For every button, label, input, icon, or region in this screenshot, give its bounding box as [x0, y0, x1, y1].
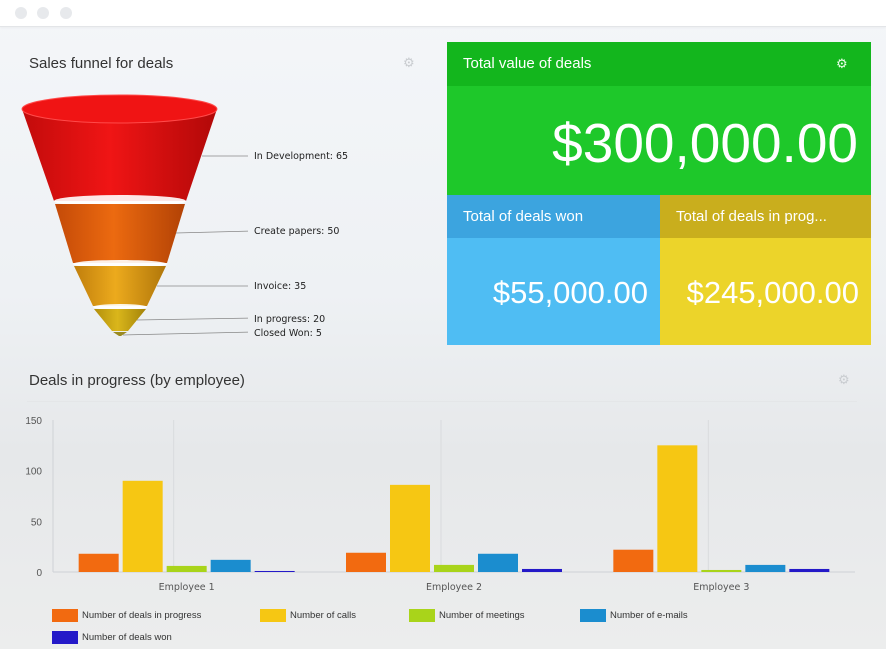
tile-deals-won-amount: $55,000.00: [492, 275, 648, 310]
funnel-title: Sales funnel for deals: [29, 55, 174, 72]
tile-deals-in-progress-amount: $245,000.00: [686, 275, 859, 310]
legend-swatch: [52, 609, 78, 622]
bar-3-2: [657, 445, 698, 572]
x-tick-label: Employee 1: [159, 582, 215, 593]
legend-item[interactable]: Number of e-mails: [580, 609, 688, 622]
tile-total-value-body: [447, 86, 871, 195]
tile-total-value-header: Total value of deals: [447, 42, 871, 86]
bar-2-5: [522, 568, 562, 572]
funnel-label-in-development: In Development: 65: [254, 151, 349, 162]
bar-3-3: [701, 569, 742, 572]
tile-total-value-label: Total value of deals: [463, 55, 592, 72]
section-divider: [27, 401, 857, 402]
bar-3-5: [789, 568, 830, 572]
legend-item[interactable]: Number of meetings: [409, 609, 525, 622]
window-minimize-dot[interactable]: [37, 7, 49, 19]
bar-3-4: [745, 564, 786, 572]
funnel-chart: [21, 94, 248, 336]
bar-1-1: [78, 553, 119, 572]
bar-1-3: [166, 565, 207, 572]
legend-swatch: [409, 609, 435, 622]
legend-label: Number of calls: [290, 610, 356, 621]
legend-item[interactable]: Number of calls: [260, 609, 356, 622]
legend-swatch: [52, 631, 78, 644]
funnel-top-ellipse: [21, 94, 218, 124]
tile-deals-in-progress: Total of deals in prog... $245,000.00: [660, 195, 871, 345]
bar-1-5: [254, 570, 295, 572]
funnel-settings-gear-icon[interactable]: ⚙: [403, 56, 415, 71]
legend-label: Number of e-mails: [610, 610, 688, 621]
tile-settings-gear-icon[interactable]: ⚙: [836, 57, 848, 72]
bar-1-2: [122, 480, 163, 572]
legend-label: Number of deals won: [82, 632, 172, 643]
y-tick-label: 0: [36, 568, 42, 579]
tile-deals-won-label: Total of deals won: [463, 208, 584, 225]
tile-deals-in-progress-label: Total of deals in prog...: [676, 208, 827, 225]
bar-3-1: [613, 549, 654, 572]
x-tick-label: Employee 2: [426, 582, 482, 593]
bar-2-4: [478, 553, 518, 572]
legend-item[interactable]: Number of deals won: [52, 631, 172, 644]
tile-deals-in-progress-header: Total of deals in prog...: [660, 195, 871, 238]
legend-swatch: [260, 609, 286, 622]
window-close-dot[interactable]: [15, 7, 27, 19]
bar-chart-settings-gear-icon[interactable]: ⚙: [838, 373, 850, 388]
bar-2-2: [390, 484, 430, 572]
funnel-label-create-papers: Create papers: 50: [254, 226, 340, 237]
funnel-segment-in-development: [22, 109, 217, 201]
bar-chart-title: Deals in progress (by employee): [29, 372, 245, 389]
tile-deals-won: Total of deals won $55,000.00: [447, 195, 660, 345]
legend-label: Number of meetings: [439, 610, 525, 621]
tile-total-value-amount: $300,000.00: [552, 112, 858, 174]
funnel-label-invoice: Invoice: 35: [254, 281, 307, 292]
funnel-segment-closed-won: [113, 332, 127, 336]
y-tick-label: 150: [25, 416, 42, 427]
tile-deals-won-header: Total of deals won: [447, 195, 660, 238]
bar-chart: 150 100 50 0 Employee 1 Employee 2 Employee 3: [25, 416, 855, 593]
tile-total-value: Total value of deals ⚙ $300,000.00: [447, 42, 871, 195]
funnel-label-in-progress: In progress: 20: [254, 314, 326, 325]
funnel-segment-invoice: [74, 266, 166, 306]
tile-deals-in-progress-body: [660, 238, 871, 345]
legend-item[interactable]: Number of deals in progress: [52, 609, 201, 622]
funnel-segment-in-progress: [94, 309, 146, 331]
bar-1-4: [210, 559, 251, 572]
y-tick-label: 100: [25, 467, 42, 478]
bar-2-1: [346, 552, 386, 572]
y-tick-label: 50: [31, 517, 43, 528]
x-tick-label: Employee 3: [693, 582, 749, 593]
legend-label: Number of deals in progress: [82, 610, 202, 621]
funnel-segment-create-papers: [55, 204, 185, 263]
window-titlebar: [0, 0, 886, 27]
window-maximize-dot[interactable]: [60, 7, 72, 19]
tile-deals-won-body: [447, 238, 660, 345]
funnel-label-closed-won: Closed Won: 5: [254, 328, 322, 339]
legend-swatch: [580, 609, 606, 622]
bar-2-3: [434, 564, 474, 572]
